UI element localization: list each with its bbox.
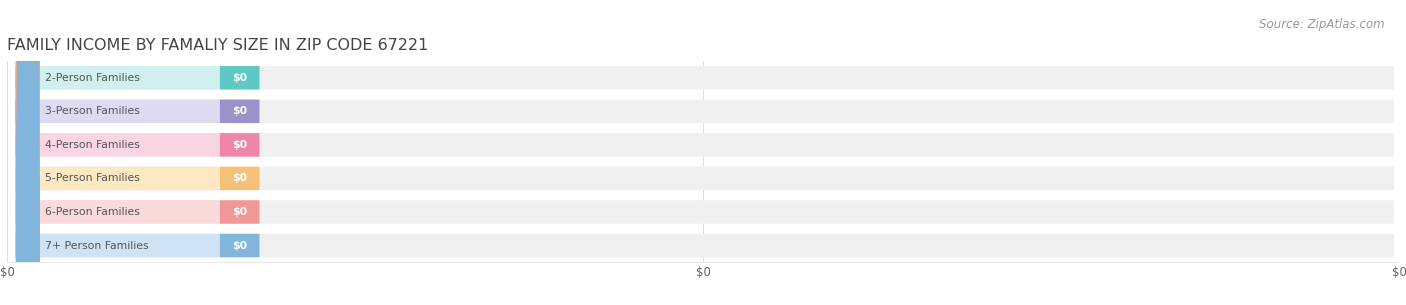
Text: 7+ Person Families: 7+ Person Families [45,241,149,250]
Text: $0: $0 [232,207,247,217]
FancyBboxPatch shape [219,167,260,190]
FancyBboxPatch shape [219,234,260,257]
FancyBboxPatch shape [15,66,219,90]
Text: $0: $0 [232,174,247,183]
Text: $0: $0 [232,241,247,250]
FancyBboxPatch shape [15,100,219,123]
Text: $0: $0 [232,140,247,150]
FancyBboxPatch shape [15,66,1393,90]
FancyBboxPatch shape [219,66,260,90]
FancyBboxPatch shape [15,133,1393,157]
Text: 3-Person Families: 3-Person Families [45,106,141,116]
FancyBboxPatch shape [219,100,260,123]
FancyBboxPatch shape [15,167,219,190]
Text: 6-Person Families: 6-Person Families [45,207,141,217]
FancyBboxPatch shape [219,200,260,224]
FancyBboxPatch shape [15,200,1393,224]
FancyBboxPatch shape [219,133,260,157]
Text: $0: $0 [232,106,247,116]
Circle shape [17,0,39,305]
Circle shape [17,0,39,305]
Text: FAMILY INCOME BY FAMALIY SIZE IN ZIP CODE 67221: FAMILY INCOME BY FAMALIY SIZE IN ZIP COD… [7,38,429,53]
Circle shape [17,0,39,305]
FancyBboxPatch shape [15,167,1393,190]
FancyBboxPatch shape [15,200,219,224]
Circle shape [17,0,39,305]
Text: Source: ZipAtlas.com: Source: ZipAtlas.com [1260,18,1385,31]
FancyBboxPatch shape [15,234,219,257]
FancyBboxPatch shape [15,133,219,157]
Circle shape [17,0,39,305]
FancyBboxPatch shape [15,234,1393,257]
Text: 5-Person Families: 5-Person Families [45,174,141,183]
Text: 4-Person Families: 4-Person Families [45,140,141,150]
Circle shape [17,0,39,305]
FancyBboxPatch shape [15,100,1393,123]
Text: $0: $0 [232,73,247,83]
Text: 2-Person Families: 2-Person Families [45,73,141,83]
